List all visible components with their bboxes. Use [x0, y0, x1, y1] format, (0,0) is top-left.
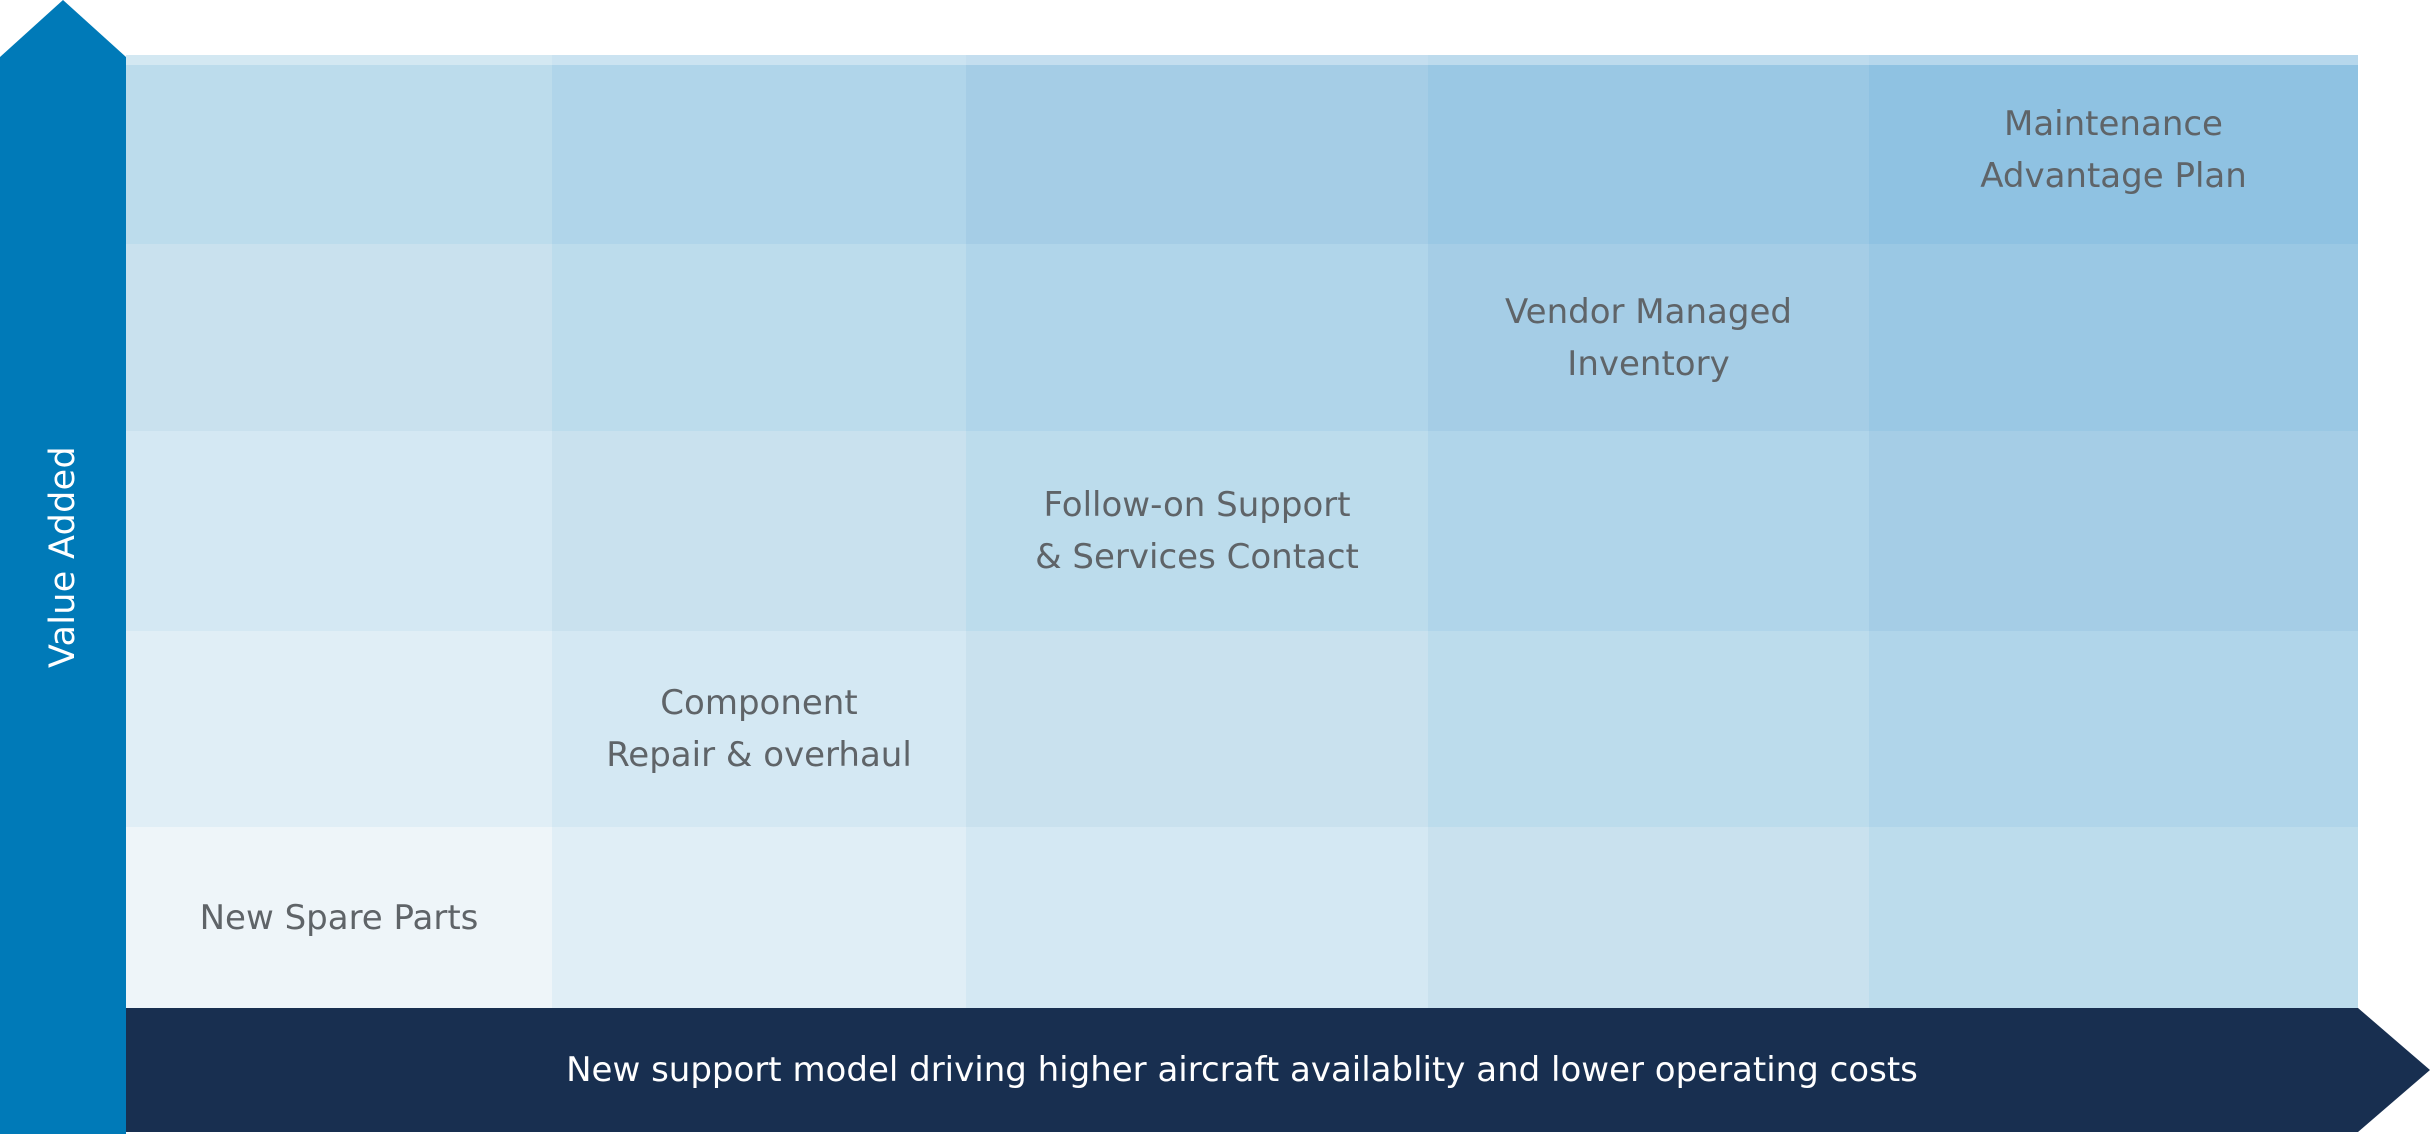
- y-axis-label: Value Added: [43, 445, 83, 669]
- matrix-cell-r2-c3: [966, 631, 1428, 827]
- matrix-cell-r4-c3: [966, 244, 1428, 431]
- matrix-cell-r4-c4: Vendor Managed Inventory: [1428, 244, 1869, 431]
- x-axis-label: New support model driving higher aircraf…: [566, 1050, 1918, 1090]
- matrix-cell-r2-c5: [1869, 631, 2358, 827]
- matrix-cell-r3-c1: [126, 431, 552, 631]
- matrix-grid: Maintenance Advantage Plan Vendor Managed…: [126, 55, 2358, 1008]
- matrix-cell-r3-c4: [1428, 431, 1869, 631]
- matrix-item-label: Component Repair & overhaul: [606, 683, 912, 775]
- matrix-item-label: Follow-on Support & Services Contact: [1035, 485, 1359, 577]
- matrix-cell-r5-c5: Maintenance Advantage Plan: [1869, 55, 2358, 244]
- matrix-cell-r2-c2: Component Repair & overhaul: [552, 631, 966, 827]
- matrix-cell-r4-c1: [126, 244, 552, 431]
- matrix-cell-r3-c2: [552, 431, 966, 631]
- value-added-arrow: [0, 0, 126, 1134]
- matrix-item-label: Vendor Managed Inventory: [1505, 291, 1792, 384]
- matrix-cell-r5-c3: [966, 55, 1428, 244]
- matrix-cell-r5-c2: [552, 55, 966, 244]
- matrix-cell-r2-c1: [126, 631, 552, 827]
- support-model-arrow: New support model driving higher aircraf…: [126, 1008, 2430, 1132]
- matrix-cell-r2-c4: [1428, 631, 1869, 827]
- matrix-cell-r4-c5: [1869, 244, 2358, 431]
- matrix-cell-r1-c4: [1428, 827, 1869, 1008]
- matrix-cell-r3-c5: [1869, 431, 2358, 631]
- matrix-cell-r3-c3: Follow-on Support & Services Contact: [966, 431, 1428, 631]
- matrix-cell-r5-c1: [126, 55, 552, 244]
- matrix-cell-r5-c4: [1428, 55, 1869, 244]
- matrix-cell-r1-c1: New Spare Parts: [126, 827, 552, 1008]
- grid-top-strip: [126, 55, 2358, 65]
- matrix-cell-r1-c5: [1869, 827, 2358, 1008]
- matrix-item-label: New Spare Parts: [199, 897, 479, 938]
- matrix-cell-r1-c3: [966, 827, 1428, 1008]
- matrix-cell-r1-c2: [552, 827, 966, 1008]
- matrix-cell-r4-c2: [552, 244, 966, 431]
- matrix-item-label: Maintenance Advantage Plan: [1980, 103, 2247, 196]
